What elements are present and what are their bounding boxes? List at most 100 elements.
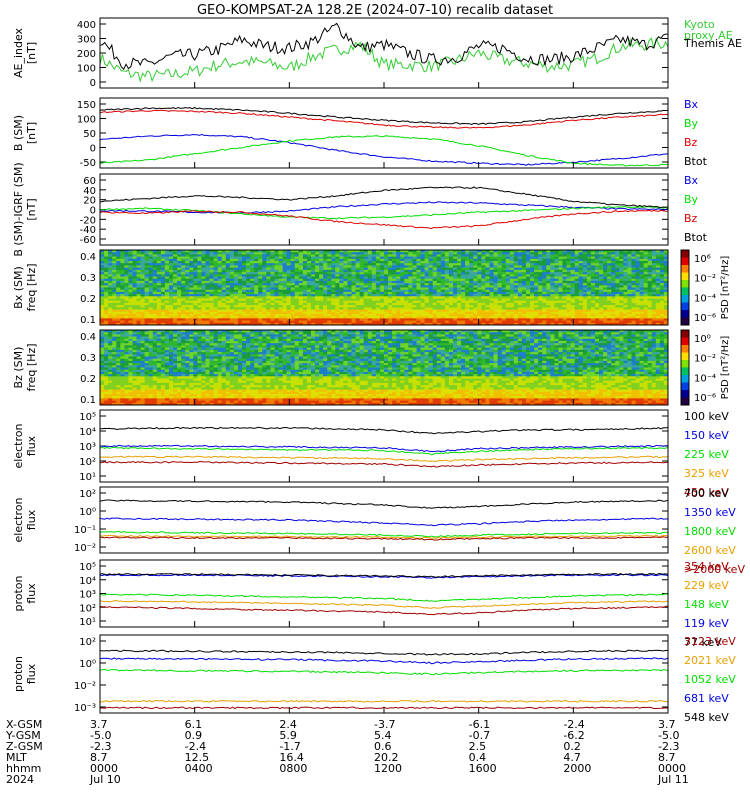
spectrogram-cell	[185, 291, 190, 295]
spectrogram-cell	[440, 287, 446, 290]
spectrogram-cell	[128, 267, 133, 271]
spectrogram-cell	[554, 300, 559, 304]
spectrogram-cell	[497, 256, 502, 260]
spectrogram-cell	[623, 261, 628, 264]
spectrogram-cell	[217, 276, 223, 279]
spectrogram-cell	[379, 252, 385, 255]
spectrogram-cell	[566, 296, 571, 299]
spectrogram-cell	[108, 287, 113, 290]
spectrogram-cell	[663, 305, 669, 308]
spectrogram-cell	[392, 252, 397, 255]
spectrogram-cell	[444, 272, 450, 275]
spectrogram-cell	[396, 256, 401, 260]
spectrogram-cell	[185, 322, 190, 326]
spectrogram-cell	[177, 254, 182, 257]
spectrogram-cell	[497, 318, 502, 321]
spectrogram-cell	[315, 280, 320, 284]
spectrogram-cell	[351, 269, 356, 273]
spectrogram-cell	[517, 278, 523, 282]
spectrogram-cell	[497, 265, 502, 268]
spectrogram-cell	[144, 285, 149, 288]
spectrogram-cell	[112, 330, 117, 333]
spectrogram-cell	[388, 316, 393, 319]
spectrogram-cell	[140, 274, 145, 277]
spectrogram-cell	[169, 285, 174, 288]
spectrogram-cell	[550, 263, 555, 266]
spectrogram-cell	[355, 322, 360, 326]
spectrogram-cell	[160, 316, 166, 319]
spectrogram-cell	[233, 280, 239, 284]
spectrogram-cell	[112, 265, 117, 268]
spectrogram-cell	[611, 298, 616, 301]
spectrogram-cell	[229, 309, 235, 313]
spectrogram-cell	[566, 250, 571, 253]
spectrogram-cell	[619, 294, 624, 297]
spectrogram-cell	[185, 294, 190, 297]
spectrogram-cell	[566, 272, 571, 275]
spectrogram-cell	[189, 302, 194, 306]
spectrogram-cell	[193, 300, 198, 304]
spectrogram-cell	[461, 263, 466, 266]
spectrogram-cell	[513, 289, 519, 293]
spectrogram-cell	[156, 252, 162, 255]
spectrogram-cell	[209, 265, 214, 268]
spectrogram-cell	[611, 278, 616, 282]
spectrogram-cell	[493, 316, 498, 319]
spectrogram-cell	[355, 265, 360, 268]
spectrogram-cell	[193, 274, 198, 277]
spectrogram-cell	[481, 258, 486, 262]
spectrogram-cell	[416, 261, 421, 264]
spectrogram-cell	[225, 302, 231, 306]
spectrogram-cell	[250, 314, 255, 317]
spectrogram-cell	[461, 316, 466, 319]
spectrogram-cell	[298, 330, 304, 333]
spectrogram-cell	[566, 289, 571, 293]
spectrogram-cell	[209, 272, 214, 275]
spectrogram-cell	[562, 318, 567, 321]
spectrogram-cell	[465, 300, 470, 304]
spectrogram-cell	[164, 280, 170, 284]
spectrogram-cell	[290, 314, 296, 317]
spectrogram-cell	[469, 302, 474, 306]
spectrogram-cell	[177, 289, 182, 293]
spectrogram-cell	[639, 265, 644, 268]
spectrogram-cell	[242, 250, 247, 253]
spectrogram-cell	[440, 302, 446, 306]
spectrogram-cell	[169, 256, 174, 260]
spectrogram-cell	[392, 272, 397, 275]
spectrogram-cell	[477, 267, 482, 271]
spectrogram-cell	[319, 267, 324, 271]
spectrogram-cell	[258, 287, 263, 290]
spectrogram-cell	[517, 283, 523, 286]
spectrogram-cell	[140, 265, 145, 268]
spectrogram-cell	[197, 294, 202, 297]
spectrogram-cell	[233, 300, 239, 304]
spectrogram-cell	[489, 278, 494, 282]
spectrogram-cell	[278, 298, 283, 301]
spectrogram-cell	[120, 265, 125, 268]
spectrogram-cell	[254, 274, 259, 277]
spectrogram-cell	[177, 302, 182, 306]
spectrogram-cell	[339, 278, 344, 282]
spectrogram-cell	[250, 302, 255, 306]
spectrogram-cell	[177, 330, 182, 333]
spectrogram-cell	[173, 276, 178, 279]
spectrogram-cell	[400, 256, 405, 260]
spectrogram-cell	[120, 267, 125, 271]
spectrogram-cell	[611, 263, 616, 266]
spectrogram-cell	[607, 256, 612, 260]
spectrogram-cell	[371, 330, 377, 333]
spectrogram-cell	[477, 250, 482, 253]
spectrogram-cell	[315, 318, 320, 321]
spectrogram-cell	[635, 274, 640, 277]
spectrogram-cell	[323, 322, 328, 326]
spectrogram-cell	[469, 263, 474, 266]
spectrogram-cell	[404, 280, 409, 284]
spectrogram-cell	[477, 309, 482, 313]
spectrogram-cell	[607, 261, 612, 264]
spectrogram-cell	[432, 311, 438, 315]
spectrogram-cell	[497, 274, 502, 277]
spectrogram-cell	[197, 296, 202, 299]
spectrogram-cell	[229, 269, 235, 273]
spectrogram-cell	[639, 252, 644, 255]
